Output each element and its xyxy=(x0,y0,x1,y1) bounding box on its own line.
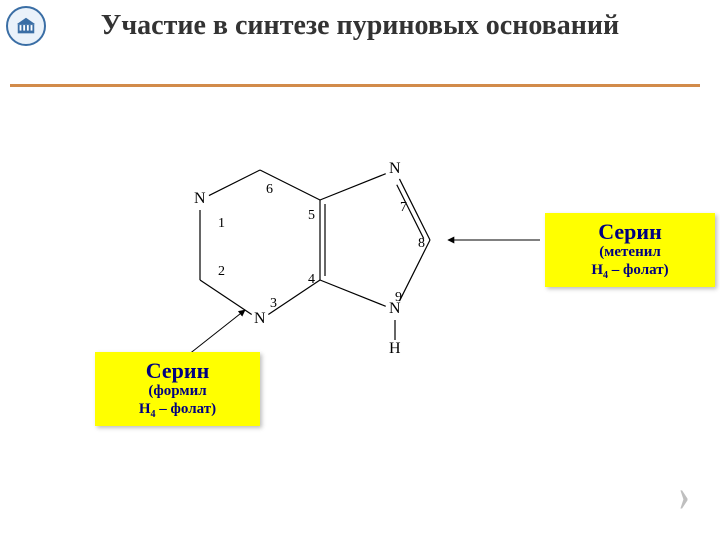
atom-label-H9: H xyxy=(389,340,401,358)
callout-line3: Н4 – фолат) xyxy=(105,401,250,421)
position-number-1: 1 xyxy=(218,216,225,232)
atom-label-N3: N xyxy=(254,310,266,328)
callout-line2: (метенил xyxy=(555,244,705,261)
callout-line3: Н4 – фолат) xyxy=(555,262,705,282)
position-number-3: 3 xyxy=(270,296,277,312)
callout-line2: (формил xyxy=(105,383,250,400)
callout-serine-methenyl: Серин(метенилН4 – фолат) xyxy=(545,213,715,287)
atom-label-N7: N xyxy=(389,160,401,178)
atom-label-N1: N xyxy=(194,190,206,208)
callout-title: Серин xyxy=(105,358,250,383)
position-number-9: 9 xyxy=(395,290,402,306)
callout-serine-formyl: Серин(формилН4 – фолат) xyxy=(95,352,260,426)
position-number-5: 5 xyxy=(308,208,315,224)
next-chevron-icon: › xyxy=(678,467,689,522)
position-number-4: 4 xyxy=(308,272,315,288)
position-number-8: 8 xyxy=(418,236,425,252)
position-number-6: 6 xyxy=(266,182,273,198)
callout-title: Серин xyxy=(555,219,705,244)
position-number-2: 2 xyxy=(218,264,225,280)
position-number-7: 7 xyxy=(400,200,407,216)
